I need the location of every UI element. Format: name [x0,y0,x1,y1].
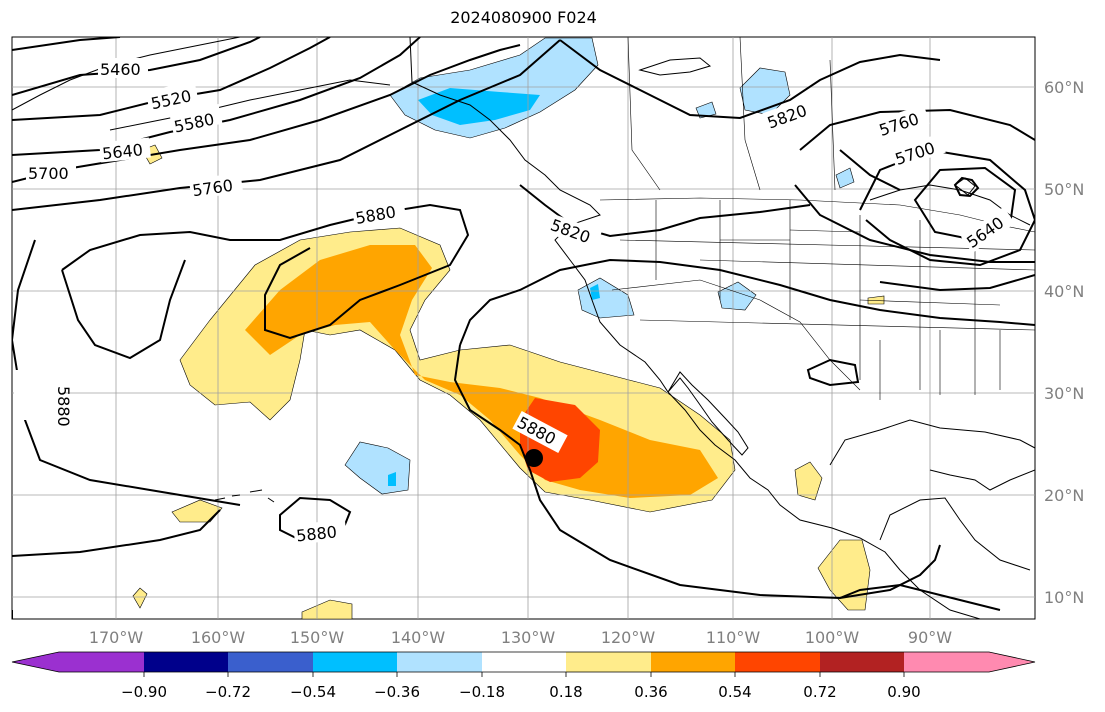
colorbar-extend-high [989,652,1035,672]
colorbar-tick-label: 0.72 [803,683,836,701]
contour-label: 5460 [100,60,141,79]
colorbar-segment [482,652,566,672]
colorbar-tick-label: 0.54 [718,683,751,701]
colorbar-tick-label: −0.18 [459,683,505,701]
contour-5880-bottom [12,509,221,557]
lat-tick-label: 40°N [1044,282,1084,301]
lon-tick-label: 140°W [391,628,446,647]
lon-tick-label: 150°W [290,628,345,647]
colorbar-segment [144,652,228,672]
lon-tick-label: 100°W [805,628,860,647]
positive-anomaly-patch [301,599,353,619]
contour-5700 [12,44,521,183]
positive-anomaly-patch [794,461,823,501]
contour-5880-ridge [61,203,470,340]
contour-low-core [913,166,1017,242]
lat-tick-label: 60°N [1044,78,1084,97]
latitude-ticks: 60°N 50°N 40°N 30°N 20°N 10°N [1044,78,1084,607]
contour-5460 [12,37,121,51]
contour-label: 5880 [54,386,73,427]
colorbar-tick-label: −0.36 [374,683,420,701]
political-borders [599,37,1035,400]
negative-anomaly-medium [590,284,600,300]
map-title: 2024080900 F024 [450,8,597,27]
colorbar-segment [59,652,144,672]
colorbar-segment [651,652,735,672]
contour-5880-south [459,258,1035,346]
contour-low-mid [794,184,1035,263]
contour-labels: 5460 5520 5580 5640 5700 5760 5880 5820 … [14,58,1016,545]
colorbar-segment [397,652,482,672]
contour-5880-loop [61,259,186,360]
coastlines [12,37,1035,619]
contour-5580 [12,37,331,121]
colorbar-segment [904,652,989,672]
lon-tick-label: 160°W [191,628,246,647]
lat-tick-label: 20°N [1044,486,1084,505]
contour-5520 [12,37,261,96]
contour-low-hex [953,176,980,198]
contour-label: 5640 [101,140,143,163]
negative-anomaly-light [739,67,791,116]
positive-anomaly-medium [245,245,718,498]
colorbar-extend-low [12,652,59,672]
contour-5820-west [519,184,811,238]
lon-tick-label: 90°W [908,628,952,647]
contour-label: 5880 [295,522,337,545]
colorbar-tick-label: 0.36 [634,683,667,701]
lon-tick-label: 130°W [501,628,556,647]
contour-5760 [12,39,561,211]
contour-5880-main [12,239,241,506]
lat-tick-label: 30°N [1044,384,1084,403]
positive-anomaly-patch [132,587,148,609]
negative-anomaly-light [835,167,855,189]
height-contours [12,37,1035,619]
colorbar-tick-label: 0.18 [549,683,582,701]
contour-5880-sw [453,344,941,600]
negative-anomaly-medium [388,472,396,486]
colorbar-segment [566,652,651,672]
longitude-ticks: 170°W 160°W 150°W 140°W 130°W 120°W 110°… [89,628,952,647]
colorbar: −0.90 −0.72 −0.54 −0.36 −0.18 0.18 0.36 … [11,651,1036,701]
positive-anomaly-patch [867,295,885,305]
contour-low-ring [879,274,1035,292]
lat-tick-label: 50°N [1044,180,1084,199]
contour-5880-east [806,358,860,387]
colorbar-tick-label: 0.90 [887,683,920,701]
storm-center-dot [525,449,543,467]
negative-anomaly-medium [418,88,540,125]
colorbar-segment [735,652,820,672]
lon-tick-label: 110°W [706,628,761,647]
lon-tick-label: 120°W [601,628,656,647]
colorbar-segment [228,652,313,672]
colorbar-segment [820,652,904,672]
lon-tick-label: 170°W [89,628,144,647]
contour-5880-isle [279,496,352,542]
colorbar-tick-label: −0.90 [121,683,167,701]
colorbar-tick-label: −0.54 [290,683,336,701]
contour-5880-gulf [839,583,1001,611]
colorbar-segment [313,652,397,672]
contour-label: 5700 [28,164,69,183]
colorbar-outline [11,651,1036,673]
anomaly-shading [132,37,885,619]
lat-tick-label: 10°N [1044,588,1084,607]
contour-mid-bulge [839,149,901,191]
colorbar-tick-label: −0.72 [205,683,251,701]
contour-5820-north [559,39,941,120]
